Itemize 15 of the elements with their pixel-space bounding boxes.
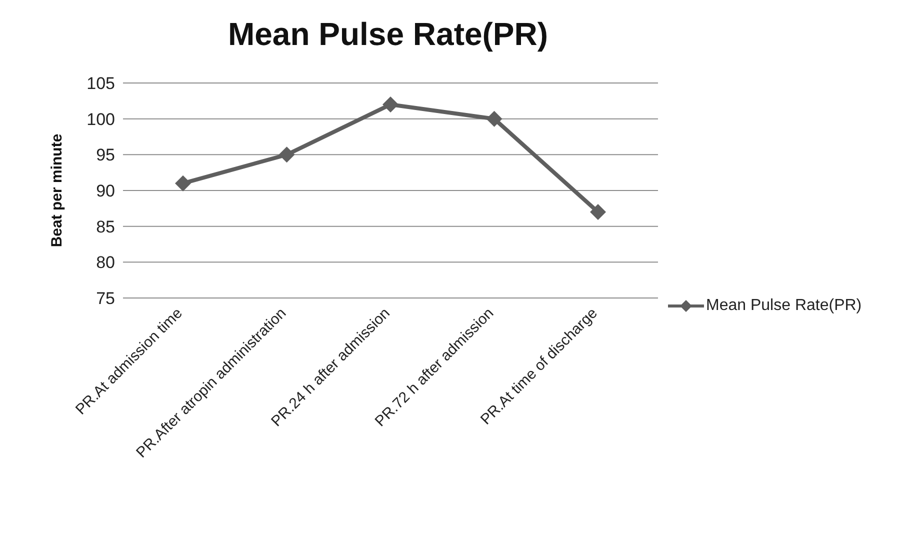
legend-label: Mean Pulse Rate(PR) [706,296,862,314]
y-tick-label: 85 [96,217,115,236]
point [278,146,295,163]
y-tick-label: 100 [86,110,115,129]
y-tick-label: 105 [86,74,115,94]
y-tick-label: 90 [96,182,115,201]
y-tick-label: 95 [96,146,115,165]
point [486,110,502,127]
point [175,175,191,192]
y-axis-title: Beat per minute [48,134,66,248]
y-tick-label: 75 [96,289,115,308]
y-tick-label: 80 [96,253,115,272]
point [382,96,398,112]
chart-title: Mean Pulse Rate(PR) [226,16,550,53]
point [590,204,606,220]
